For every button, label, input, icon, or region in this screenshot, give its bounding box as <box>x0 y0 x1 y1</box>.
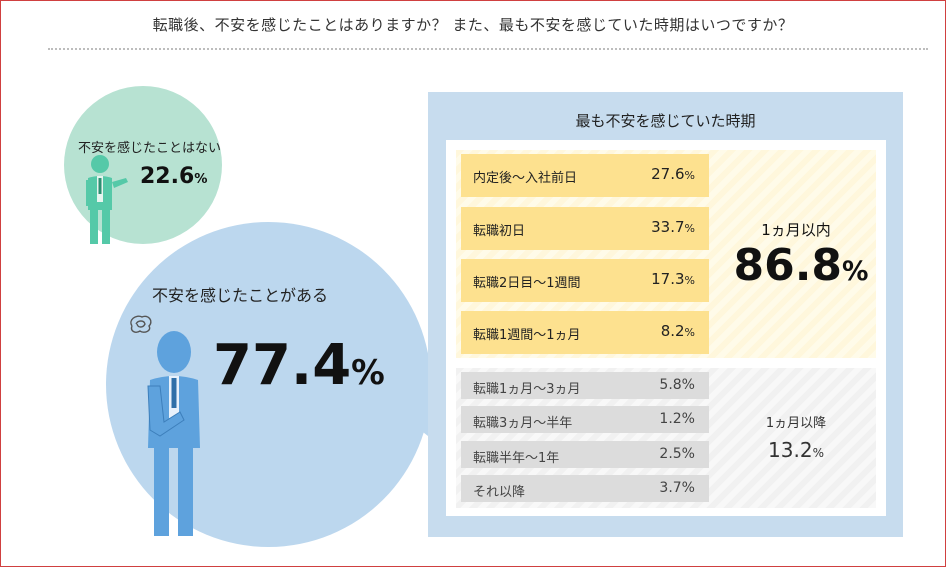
row-value: 3.7% <box>659 480 695 496</box>
row-label: それ以降 <box>473 485 526 500</box>
anxiety-percent: 77.4% <box>213 333 385 398</box>
table-row: それ以降 3.7% <box>461 475 709 502</box>
table-row: 内定後～入社前日 27.6% <box>461 154 709 197</box>
within-month-label: 1ヵ月以内 <box>761 221 831 239</box>
row-label: 転職1週間～1ヵ月 <box>473 328 581 343</box>
row-value: 5.8% <box>659 377 695 393</box>
speech-pointer <box>400 392 428 436</box>
table-row: 転職1ヵ月～3ヵ月 5.8% <box>461 372 709 399</box>
period-panel-title: 最も不安を感じていた時期 <box>575 112 756 130</box>
dotted-divider <box>48 48 928 50</box>
row-value: 27.6% <box>651 165 695 183</box>
row-label: 転職3ヵ月～半年 <box>473 416 573 431</box>
after-month-label: 1ヵ月以降 <box>765 416 827 431</box>
row-value: 17.3% <box>651 270 695 288</box>
table-row: 転職2日目～1週間 17.3% <box>461 259 709 302</box>
row-value: 33.7% <box>651 218 695 236</box>
row-label: 転職2日目～1週間 <box>473 276 581 291</box>
worry-scribble-icon <box>130 315 152 333</box>
within-month-percent: 86.8% <box>733 240 869 291</box>
row-label: 転職半年～1年 <box>473 451 560 466</box>
row-value: 2.5% <box>659 446 695 462</box>
row-label: 転職1ヵ月～3ヵ月 <box>473 382 581 397</box>
table-row: 転職1週間～1ヵ月 8.2% <box>461 311 709 354</box>
row-value: 1.2% <box>659 411 695 427</box>
after-month-percent: 13.2% <box>768 438 824 462</box>
table-row: 転職3ヵ月～半年 1.2% <box>461 406 709 433</box>
row-value: 8.2% <box>660 322 695 340</box>
row-label: 転職初日 <box>473 224 526 239</box>
page-title: 転職後、不安を感じたことはありますか？ また、最も不安を感じていた時期はいつです… <box>152 16 794 34</box>
row-label: 内定後～入社前日 <box>473 171 578 186</box>
table-row: 転職初日 33.7% <box>461 207 709 250</box>
worried-man-icon <box>147 331 200 536</box>
man-pointing-icon <box>86 155 128 244</box>
no-anxiety-percent: 22.6% <box>140 164 208 189</box>
table-row: 転職半年～1年 2.5% <box>461 441 709 468</box>
no-anxiety-label: 不安を感じたことはない <box>78 141 222 156</box>
anxiety-label: 不安を感じたことがある <box>152 286 329 305</box>
